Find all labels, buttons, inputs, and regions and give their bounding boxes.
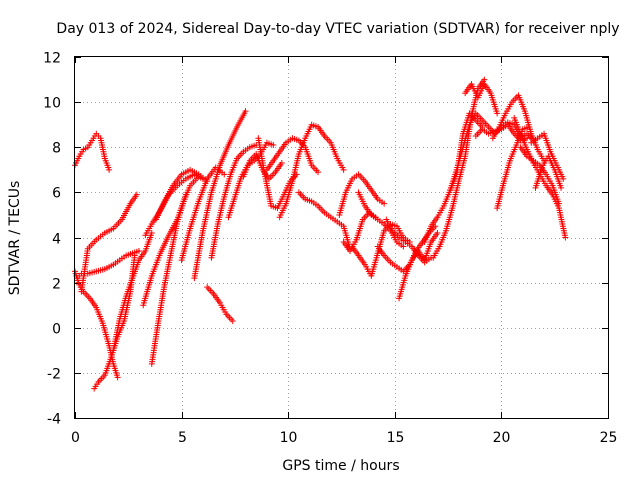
series-arc-31 — [462, 81, 501, 117]
series-arc-19 — [276, 121, 347, 221]
data-point-marker — [270, 141, 277, 148]
y-tick-label: 8 — [52, 141, 61, 157]
x-tick-labels: 0 5 10 15 20 25 — [71, 430, 617, 446]
x-tick-label: 15 — [387, 430, 405, 446]
series-arc-02 — [72, 268, 121, 381]
series-arc-06 — [110, 229, 155, 354]
series-arc-03 — [74, 248, 142, 282]
y-tick-label: 10 — [43, 96, 61, 112]
data-point-marker — [148, 229, 155, 236]
series-arc-01 — [72, 130, 113, 173]
series-arc-14 — [208, 141, 260, 261]
plot-frame — [74, 56, 609, 419]
series-arc-12 — [191, 108, 249, 282]
data-point-marker — [315, 169, 322, 176]
chart-title: Day 013 of 2024, Sidereal Day-to-day VTE… — [56, 21, 619, 37]
series-arc-17 — [255, 135, 300, 212]
x-tick-label: 20 — [493, 430, 511, 446]
y-tick-label: 2 — [52, 277, 61, 293]
data-point-marker — [340, 166, 347, 173]
data-point-marker — [133, 191, 140, 198]
data-point-marker — [114, 374, 121, 381]
y-axis-label: SDTVAR / TECUs — [7, 181, 23, 296]
y-tick-labels: -4 -2 0 2 4 6 8 10 12 — [43, 51, 61, 428]
data-points — [72, 76, 569, 392]
x-tick-label: 5 — [178, 430, 187, 446]
data-point-marker — [560, 175, 567, 182]
data-point-marker — [434, 229, 441, 236]
y-tick-label: 12 — [43, 51, 61, 67]
series-arc-33 — [489, 92, 548, 164]
y-tick-label: -2 — [47, 367, 61, 383]
axis-ticks — [75, 57, 609, 419]
y-tick-label: 0 — [52, 322, 61, 338]
series-arc-27 — [396, 229, 441, 302]
data-point-marker — [494, 110, 501, 117]
x-tick-label: 25 — [600, 430, 618, 446]
series-arc-38 — [532, 153, 565, 191]
x-axis-label: GPS time / hours — [282, 458, 399, 474]
data-point-marker — [135, 248, 142, 255]
y-tick-label: 4 — [52, 232, 61, 248]
grid-lines — [75, 57, 608, 418]
data-point-marker — [526, 123, 533, 130]
data-point-marker — [131, 252, 138, 259]
series-arc-34 — [494, 123, 533, 212]
data-point-marker — [400, 243, 407, 250]
series-arc-18 — [263, 135, 322, 176]
data-point-marker — [221, 171, 228, 178]
series-arc-04 — [78, 191, 140, 295]
x-tick-label: 0 — [71, 430, 80, 446]
series-arc-13 — [204, 284, 236, 324]
data-point-marker — [229, 317, 236, 324]
data-point-marker — [562, 234, 569, 241]
data-point-marker — [381, 200, 388, 207]
x-tick-label: 10 — [280, 430, 298, 446]
data-point-marker — [555, 200, 562, 207]
series-arc-09 — [148, 173, 202, 367]
data-point-marker — [558, 184, 565, 191]
data-point-marker — [106, 166, 113, 173]
y-tick-label: 6 — [52, 186, 61, 202]
data-point-marker — [278, 160, 285, 167]
series-arc-21 — [336, 171, 388, 218]
series-arc-11 — [178, 164, 228, 264]
y-tick-label: -4 — [47, 412, 61, 428]
series-arc-10 — [153, 166, 211, 223]
series-arc-37 — [528, 130, 567, 182]
data-point-marker — [242, 108, 249, 115]
